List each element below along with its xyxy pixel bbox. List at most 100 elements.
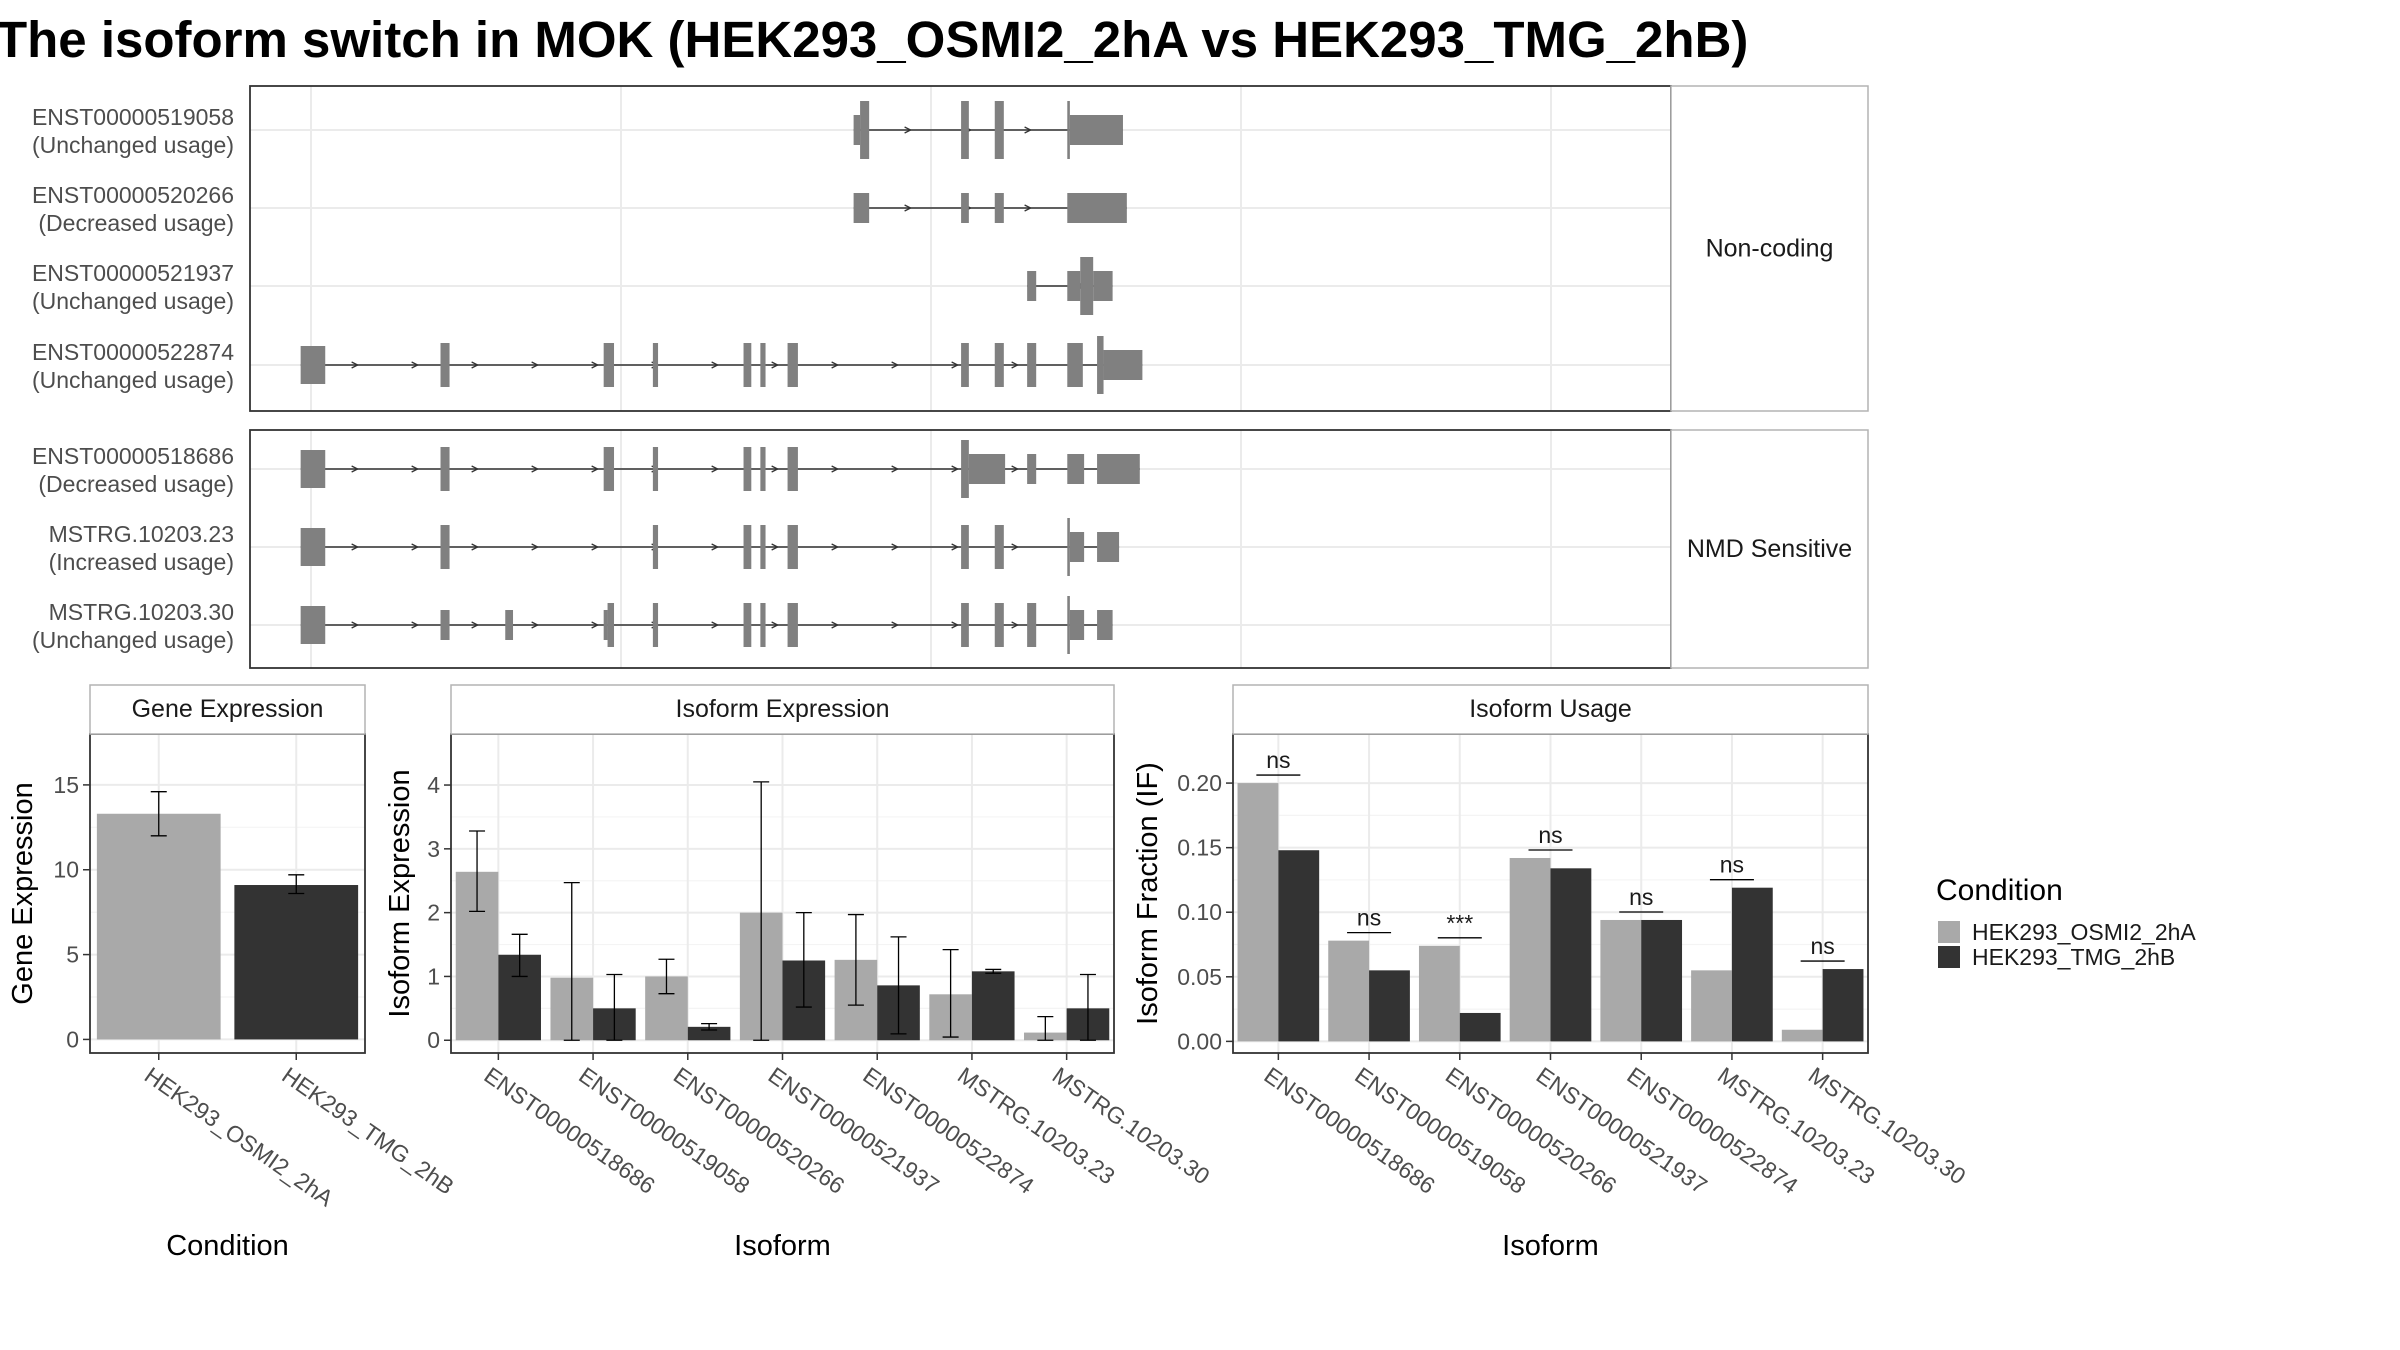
exon-block: [1027, 271, 1037, 301]
y-tick-label: 10: [53, 857, 79, 883]
bar: [1781, 1029, 1823, 1042]
facet-strip: [1670, 429, 1869, 669]
strand-arrow: [831, 621, 840, 629]
bar: [1641, 919, 1683, 1042]
exon-block: [1097, 454, 1140, 484]
exon-block: [1097, 532, 1120, 562]
significance-label: ns: [1720, 852, 1744, 878]
y-tick-label: 15: [53, 772, 79, 798]
x-tick-label: ENST00000520266: [669, 1062, 849, 1199]
exon-block: [300, 450, 326, 488]
x-tick-label: ENST00000521937: [764, 1062, 944, 1199]
significance-label: ns: [1266, 747, 1290, 773]
strand-arrow: [771, 543, 780, 551]
isoform-id-label: ENST00000518686: [32, 443, 234, 469]
significance-label: ***: [1446, 910, 1473, 936]
bar: [1237, 783, 1279, 1042]
exon-block: [961, 525, 969, 569]
facet-label: Non-coding: [1706, 235, 1834, 263]
structure-panel-bg: [250, 430, 1671, 668]
exon-block: [1103, 350, 1143, 380]
exon-block: [505, 610, 514, 640]
exon-block: [1027, 343, 1037, 387]
exon-block: [440, 610, 450, 640]
exon-block: [994, 343, 1004, 387]
isoform-id-label: MSTRG.10203.23: [49, 521, 234, 547]
strand-arrow: [831, 543, 840, 551]
transcript-structure-plot: ENST00000519058(Unchanged usage)ENST0000…: [32, 85, 1869, 669]
exon-block: [743, 603, 752, 647]
exon-block: [760, 447, 766, 491]
strand-arrow: [1011, 361, 1020, 369]
exon-block: [787, 447, 798, 491]
exon-block: [1080, 257, 1094, 315]
x-tick-label: MSTRG.10203.23: [1713, 1062, 1880, 1190]
facet-label: NMD Sensitive: [1687, 535, 1852, 563]
chart-strip: [89, 684, 366, 735]
exon-block: [1067, 518, 1070, 576]
exon-block: [860, 101, 870, 159]
strand-arrow: [711, 361, 720, 369]
exon-block: [994, 101, 1004, 159]
bar: [1509, 857, 1551, 1042]
chart-title: Isoform Expression: [676, 695, 890, 723]
strand-arrow: [891, 465, 900, 473]
strand-arrow: [351, 361, 360, 369]
x-tick-label: ENST00000522874: [858, 1062, 1039, 1199]
isoform-usage-label: (Increased usage): [49, 549, 234, 575]
strand-arrow: [591, 465, 600, 473]
strand-arrow: [411, 543, 420, 551]
strand-arrow: [1024, 126, 1033, 134]
exon-block: [968, 454, 1006, 484]
chart-strip: [1232, 684, 1869, 735]
strand-arrow: [951, 361, 960, 369]
strand-arrow: [1011, 465, 1020, 473]
exon-block: [760, 603, 766, 647]
strand-arrow: [531, 621, 540, 629]
facet-strip: [1670, 85, 1869, 412]
exon-block: [994, 603, 1004, 647]
legend-label: HEK293_OSMI2_2hA: [1972, 919, 2196, 945]
exon-block: [300, 528, 326, 566]
bar: [1278, 850, 1320, 1042]
isoform-id-label: MSTRG.10203.30: [49, 599, 234, 625]
strand-arrow: [831, 361, 840, 369]
exon-block: [787, 343, 798, 387]
exon-block: [440, 343, 450, 387]
x-axis-label: Condition: [166, 1230, 289, 1262]
strand-arrow: [711, 465, 720, 473]
bar: [234, 885, 359, 1040]
x-axis-label: Isoform: [1502, 1230, 1599, 1262]
bar: [1418, 945, 1460, 1042]
strand-arrow: [411, 621, 420, 629]
y-tick-label: 1: [427, 963, 440, 989]
exon-block: [1097, 610, 1113, 640]
exon-block: [787, 603, 798, 647]
exon-block: [607, 603, 615, 647]
y-tick-label: 0: [66, 1026, 79, 1052]
x-tick-label: MSTRG.10203.23: [953, 1062, 1120, 1190]
y-tick-label: 0.10: [1177, 899, 1222, 925]
significance-label: ns: [1810, 933, 1834, 959]
exon-block: [853, 115, 861, 145]
exon-block: [994, 525, 1004, 569]
exon-block: [1027, 454, 1037, 484]
isoform-usage-label: (Unchanged usage): [32, 288, 234, 314]
exon-block: [300, 346, 326, 384]
exon-block: [961, 440, 969, 498]
strand-arrow: [591, 543, 600, 551]
isoform-usage-label: (Unchanged usage): [32, 367, 234, 393]
strand-arrow: [891, 361, 900, 369]
strand-arrow: [351, 543, 360, 551]
exon-block: [440, 525, 450, 569]
exon-block: [440, 447, 450, 491]
exon-block: [1067, 193, 1127, 223]
y-tick-label: 5: [66, 942, 79, 968]
exon-block: [961, 603, 969, 647]
y-tick-label: 2: [427, 900, 440, 926]
strand-arrow: [1011, 543, 1020, 551]
exon-block: [743, 447, 752, 491]
strand-arrow: [891, 543, 900, 551]
strand-arrow: [1011, 621, 1020, 629]
